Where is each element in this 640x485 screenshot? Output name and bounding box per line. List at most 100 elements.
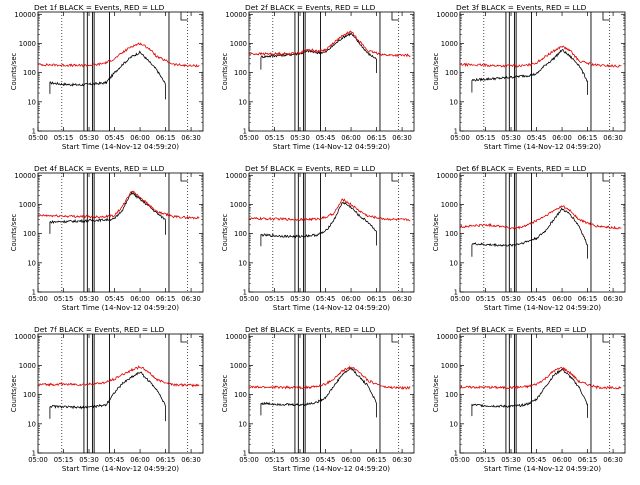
x-tick-label: 06:15	[156, 295, 176, 303]
x-tick-label: 05:30	[79, 456, 99, 464]
x-tick-label: 05:45	[105, 134, 125, 142]
y-tick-label: 1000	[441, 201, 458, 209]
x-tick-label: 05:15	[54, 295, 74, 303]
corner-marker	[180, 334, 188, 343]
chart-title: Det 1f BLACK = Events, RED = LLD	[34, 3, 165, 12]
chart-panel-3: Det 3f BLACK = Events, RED = LLD 1 10 100 10…	[432, 3, 626, 151]
y-axis-label: Counts/sec	[432, 375, 440, 413]
y-tick-label: 1000	[230, 201, 247, 209]
x-tick-label: 06:00	[552, 456, 572, 464]
x-tick-label: 05:00	[28, 456, 48, 464]
y-tick-label: 1	[454, 128, 458, 136]
events-line	[49, 371, 166, 410]
chart-panel-8: Det 8f BLACK = Events, RED = LLD 1 10 100 10…	[221, 325, 415, 473]
x-tick-label: 05:15	[476, 456, 496, 464]
x-tick-label: 05:15	[54, 134, 74, 142]
x-tick-label: 06:15	[578, 134, 598, 142]
x-tick-label: 06:30	[603, 134, 623, 142]
y-tick-label: 100	[23, 230, 36, 238]
lld-line	[248, 198, 411, 222]
x-tick-label: 05:45	[316, 295, 336, 303]
x-tick-label: 06:15	[156, 134, 176, 142]
x-tick-label: 06:00	[130, 134, 150, 142]
x-tick-label: 06:00	[552, 295, 572, 303]
y-tick-label: 1000	[441, 362, 458, 370]
x-axis-label: Start Time (14-Nov-12 04:59:20)	[62, 142, 179, 151]
y-tick-label: 10	[238, 98, 247, 106]
y-tick-label: 10	[449, 259, 458, 267]
x-tick-label: 05:30	[290, 456, 310, 464]
y-tick-label: 10000	[436, 11, 458, 19]
y-tick-label: 10000	[14, 172, 36, 180]
y-tick-label: 1	[243, 289, 247, 297]
y-tick-label: 100	[23, 391, 36, 399]
x-tick-label: 05:45	[105, 456, 125, 464]
x-tick-label: 05:30	[501, 134, 521, 142]
y-tick-label: 10	[238, 420, 247, 428]
lld-line	[248, 30, 411, 58]
events-line	[260, 32, 377, 60]
y-tick-label: 100	[234, 230, 247, 238]
x-axis-label: Start Time (14-Nov-12 04:59:20)	[273, 303, 390, 312]
plot-frame	[37, 172, 204, 293]
x-tick-label: 05:00	[239, 456, 259, 464]
x-tick-label: 05:15	[54, 456, 74, 464]
x-tick-label: 06:15	[156, 456, 176, 464]
y-tick-label: 1	[454, 450, 458, 458]
x-tick-label: 05:00	[450, 295, 470, 303]
y-tick-label: 1000	[230, 362, 247, 370]
chart-panel-2: Det 2f BLACK = Events, RED = LLD 1 10 100 10…	[221, 3, 415, 151]
x-tick-label: 05:15	[476, 134, 496, 142]
y-axis-label: Counts/sec	[432, 53, 440, 91]
x-tick-label: 06:00	[341, 295, 361, 303]
x-tick-label: 05:45	[527, 134, 547, 142]
y-tick-label: 100	[234, 69, 247, 77]
x-tick-label: 06:00	[552, 134, 572, 142]
x-tick-label: 06:30	[181, 134, 201, 142]
x-axis-label: Start Time (14-Nov-12 04:59:20)	[273, 142, 390, 151]
y-tick-label: 100	[234, 391, 247, 399]
y-tick-label: 100	[23, 69, 36, 77]
x-tick-label: 06:15	[578, 456, 598, 464]
y-tick-label: 10000	[436, 172, 458, 180]
x-tick-label: 06:00	[341, 456, 361, 464]
y-tick-label: 1	[32, 450, 36, 458]
y-axis-label: Counts/sec	[221, 214, 229, 252]
plot-frame	[37, 11, 204, 132]
y-axis-label: Counts/sec	[432, 214, 440, 252]
x-tick-label: 05:45	[105, 295, 125, 303]
y-tick-label: 10	[27, 259, 36, 267]
x-tick-label: 05:15	[476, 295, 496, 303]
x-tick-label: 05:00	[239, 134, 259, 142]
x-tick-label: 06:30	[392, 295, 412, 303]
x-tick-label: 05:00	[450, 134, 470, 142]
y-tick-label: 1000	[441, 40, 458, 48]
x-tick-label: 05:30	[79, 295, 99, 303]
x-tick-label: 06:30	[392, 456, 412, 464]
chart-title: Det 6f BLACK = Events, RED = LLD	[456, 164, 587, 173]
chart-title: Det 7f BLACK = Events, RED = LLD	[34, 325, 165, 334]
y-tick-label: 10000	[14, 333, 36, 341]
plot-frame	[459, 333, 626, 454]
x-tick-label: 06:15	[367, 134, 387, 142]
x-tick-label: 06:30	[392, 134, 412, 142]
x-tick-label: 05:45	[316, 134, 336, 142]
y-tick-label: 10	[238, 259, 247, 267]
y-tick-label: 1	[243, 128, 247, 136]
events-line	[471, 48, 588, 82]
x-tick-label: 05:00	[239, 295, 259, 303]
x-tick-label: 05:15	[265, 134, 285, 142]
y-axis-label: Counts/sec	[221, 53, 229, 91]
chart-panel-1: Det 1f BLACK = Events, RED = LLD 1 10 100 10…	[10, 3, 204, 151]
chart-panel-7: Det 7f BLACK = Events, RED = LLD 1 10 100 10…	[10, 325, 204, 473]
events-line	[471, 207, 588, 248]
y-tick-label: 1	[32, 128, 36, 136]
plot-frame	[248, 172, 415, 293]
chart-title: Det 8f BLACK = Events, RED = LLD	[245, 325, 376, 334]
x-tick-label: 06:00	[130, 456, 150, 464]
x-axis-label: Start Time (14-Nov-12 04:59:20)	[484, 303, 601, 312]
lld-line	[37, 190, 200, 220]
x-axis-label: Start Time (14-Nov-12 04:59:20)	[273, 464, 390, 473]
y-tick-label: 10000	[225, 172, 247, 180]
x-tick-label: 05:00	[28, 295, 48, 303]
